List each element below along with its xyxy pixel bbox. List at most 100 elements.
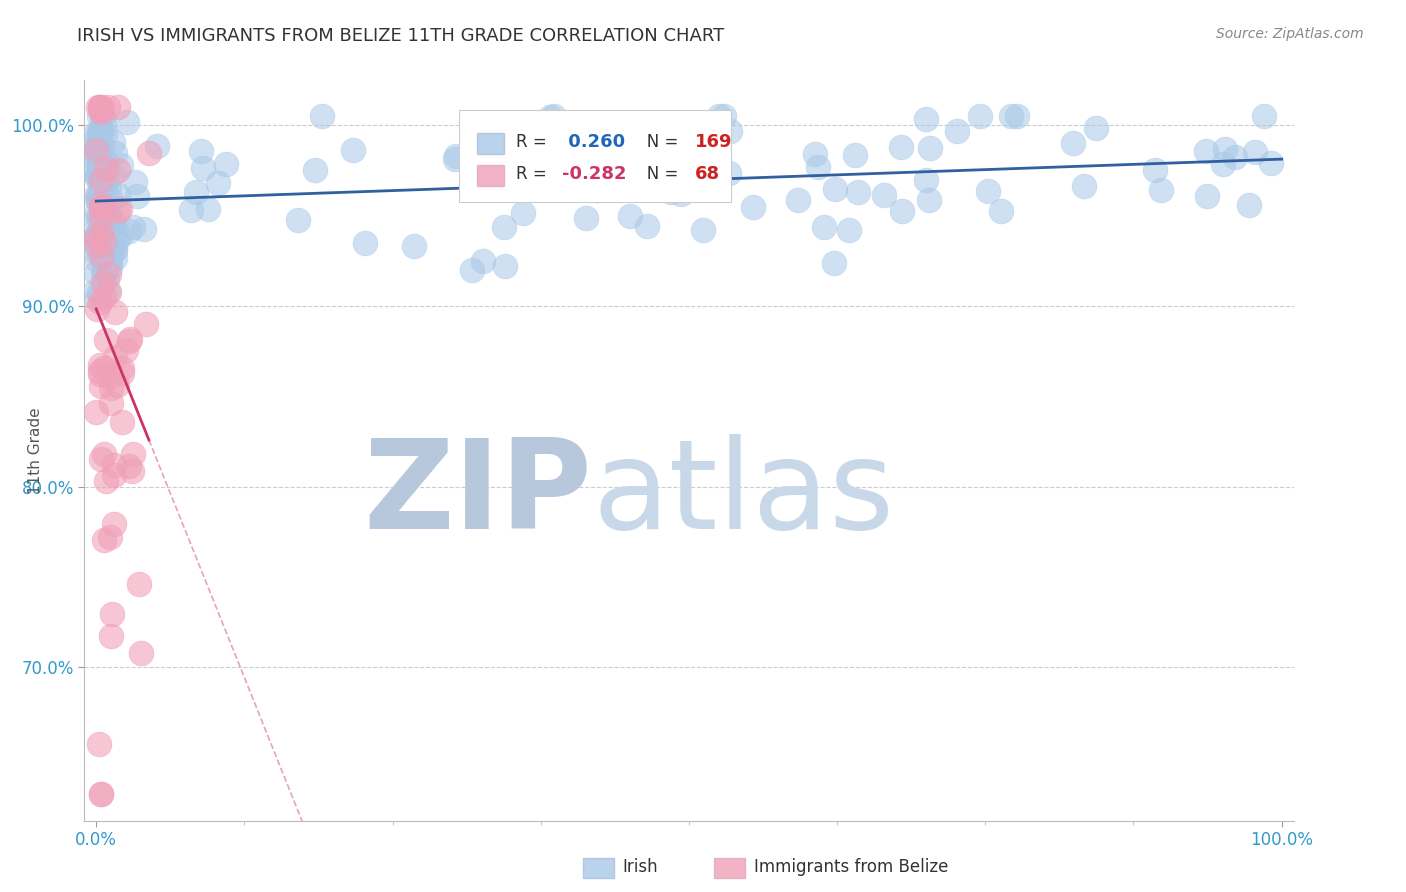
Point bbox=[93, 120, 115, 134]
Point bbox=[103, 215, 125, 229]
Point bbox=[543, 109, 565, 123]
Point bbox=[86, 138, 108, 153]
Point bbox=[918, 193, 941, 207]
Point bbox=[84, 229, 107, 244]
Point bbox=[103, 467, 125, 482]
Point bbox=[86, 302, 108, 317]
Point bbox=[100, 629, 122, 643]
Point bbox=[91, 277, 114, 291]
Point bbox=[122, 447, 145, 461]
Point bbox=[1062, 136, 1084, 151]
Text: 0.260: 0.260 bbox=[562, 133, 626, 151]
Point bbox=[89, 174, 111, 188]
Point bbox=[132, 222, 155, 236]
Point bbox=[127, 189, 149, 203]
Point bbox=[90, 229, 112, 244]
Point bbox=[86, 187, 108, 202]
Point bbox=[89, 243, 111, 257]
Point bbox=[87, 186, 110, 200]
Point bbox=[207, 177, 229, 191]
Point bbox=[180, 202, 202, 217]
Point bbox=[89, 358, 111, 372]
Point bbox=[342, 143, 364, 157]
Point bbox=[105, 378, 128, 392]
Point bbox=[93, 447, 115, 461]
Point bbox=[84, 237, 107, 252]
Text: ZIP: ZIP bbox=[364, 434, 592, 556]
Point bbox=[104, 351, 127, 365]
Point bbox=[91, 109, 114, 123]
Point bbox=[787, 193, 810, 207]
Point bbox=[86, 189, 108, 203]
Point bbox=[87, 285, 110, 300]
Point bbox=[145, 139, 167, 153]
Point bbox=[86, 228, 108, 243]
Point bbox=[91, 225, 114, 239]
Point bbox=[93, 266, 115, 280]
Point bbox=[1073, 179, 1095, 194]
Point bbox=[104, 145, 127, 160]
Point bbox=[97, 211, 120, 225]
Text: N =: N = bbox=[631, 165, 683, 183]
Point bbox=[915, 112, 938, 126]
Point bbox=[87, 164, 110, 178]
Point bbox=[1253, 109, 1275, 123]
Point bbox=[108, 202, 131, 216]
Text: N =: N = bbox=[631, 133, 683, 151]
Point bbox=[1237, 198, 1260, 212]
Point bbox=[89, 191, 111, 205]
Point bbox=[103, 222, 125, 236]
Point bbox=[101, 168, 124, 182]
Point bbox=[354, 236, 377, 251]
Point bbox=[287, 212, 309, 227]
Point bbox=[105, 233, 128, 247]
Point bbox=[93, 290, 115, 304]
Point bbox=[1194, 144, 1216, 158]
Point bbox=[90, 452, 112, 467]
Point bbox=[96, 474, 118, 488]
Point bbox=[90, 202, 112, 216]
Point bbox=[87, 153, 110, 167]
Point bbox=[304, 163, 326, 178]
Point bbox=[1223, 151, 1246, 165]
Point bbox=[118, 458, 141, 473]
Point bbox=[121, 464, 143, 478]
Point bbox=[103, 517, 125, 532]
Point bbox=[104, 243, 127, 257]
Point bbox=[720, 124, 742, 138]
Point bbox=[97, 370, 120, 384]
Point bbox=[90, 378, 112, 392]
Point bbox=[1085, 120, 1108, 135]
Point bbox=[117, 334, 139, 349]
Point bbox=[86, 100, 108, 114]
Point bbox=[844, 148, 866, 162]
Point bbox=[93, 235, 115, 250]
Point bbox=[98, 260, 121, 274]
Point bbox=[873, 187, 896, 202]
Point bbox=[110, 158, 132, 172]
Point bbox=[84, 141, 107, 155]
Point bbox=[90, 153, 112, 167]
Point bbox=[575, 211, 598, 226]
Point bbox=[1213, 142, 1236, 156]
Point bbox=[98, 255, 121, 269]
Point bbox=[100, 381, 122, 395]
Point bbox=[650, 127, 672, 141]
Point bbox=[90, 196, 112, 211]
Point bbox=[89, 135, 111, 149]
Text: 68: 68 bbox=[695, 165, 720, 183]
Point bbox=[86, 405, 108, 419]
Point bbox=[804, 147, 827, 161]
Point bbox=[90, 123, 112, 137]
Point bbox=[89, 100, 111, 114]
Point bbox=[101, 135, 124, 149]
Point bbox=[659, 185, 682, 199]
Point bbox=[86, 169, 108, 183]
Point bbox=[969, 109, 991, 123]
Point bbox=[86, 238, 108, 252]
Point bbox=[1244, 145, 1267, 160]
Text: R =: R = bbox=[516, 133, 553, 151]
Point bbox=[84, 227, 107, 242]
Point bbox=[87, 161, 110, 175]
Point bbox=[560, 120, 582, 135]
